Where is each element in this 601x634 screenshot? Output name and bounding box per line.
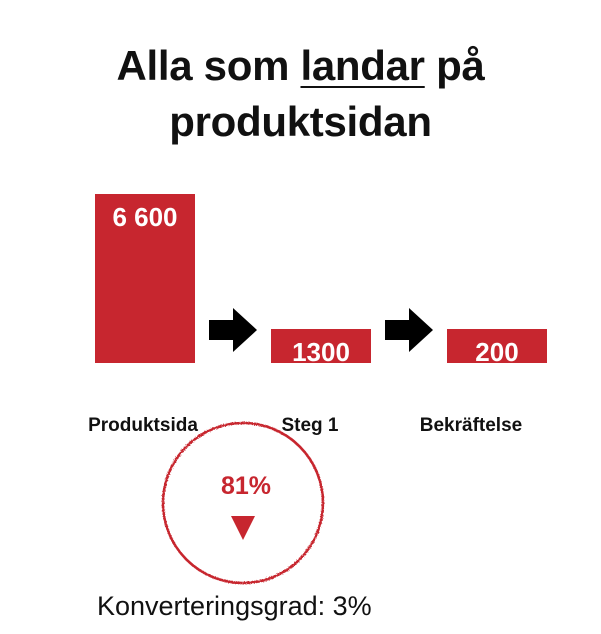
arrow-right-icon bbox=[209, 308, 257, 352]
bar-value-label-bekraftelse: 200 bbox=[475, 337, 518, 367]
bar-value-label-produktsida: 6 600 bbox=[112, 202, 177, 232]
bar-produktsida bbox=[95, 194, 195, 363]
bar-bekraftelse bbox=[447, 329, 547, 363]
category-label-bekraftelse: Bekräftelse bbox=[420, 415, 522, 436]
conversion-rate-text: Konverteringsgrad: 3% bbox=[97, 591, 372, 621]
category-label-steg-1: Steg 1 bbox=[281, 415, 338, 436]
arrow-right-icon bbox=[385, 308, 433, 352]
category-label-produktsida: Produktsida bbox=[88, 415, 198, 436]
dropoff-percentage: 81% bbox=[221, 472, 271, 500]
chart-title: Alla som landar på produktsidan bbox=[0, 38, 601, 150]
title-part-after: på bbox=[424, 42, 485, 89]
title-line-1: Alla som landar på bbox=[0, 38, 601, 94]
bar-steg-1 bbox=[271, 329, 371, 363]
title-underlined-word: landar bbox=[300, 42, 425, 89]
title-line-2: produktsidan bbox=[169, 98, 432, 145]
bar-value-label-steg-1: 1300 bbox=[292, 337, 350, 367]
highlight-circle bbox=[161, 421, 325, 585]
title-part-before: Alla som bbox=[116, 42, 301, 89]
triangle-down-icon bbox=[231, 516, 255, 540]
